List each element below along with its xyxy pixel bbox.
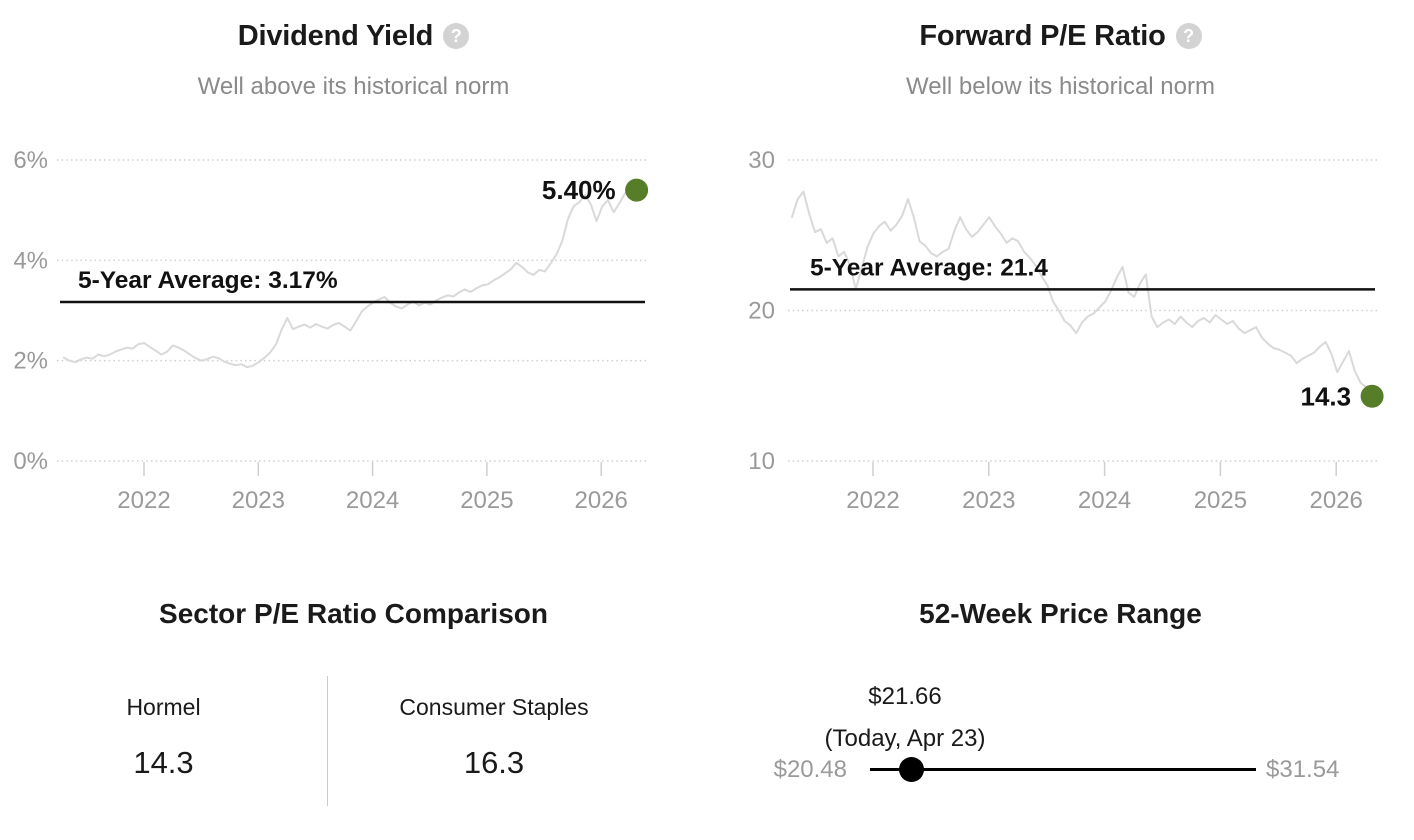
forward-pe-title: Forward P/E Ratio <box>919 19 1166 52</box>
comparison-value: 16.3 <box>463 745 525 780</box>
x-tick-label: 2025 <box>460 487 513 514</box>
current-price-date: (Today, Apr 23) <box>824 725 986 752</box>
column-divider <box>327 676 328 806</box>
y-tick-label: 0% <box>13 448 48 475</box>
current-value-dot <box>625 178 649 202</box>
comparison-column-sector: Consumer Staples 16.3 <box>327 694 661 781</box>
comparison-label: Hormel <box>126 694 201 720</box>
x-tick-label: 2026 <box>1310 487 1363 514</box>
dividend-yield-subtitle: Well above its historical norm <box>197 73 510 100</box>
x-tick-label: 2024 <box>346 487 399 514</box>
x-tick-label: 2023 <box>962 487 1015 514</box>
range-high-label: $31.54 <box>1266 756 1340 783</box>
help-icon[interactable]: ? <box>1175 23 1202 49</box>
forward-pe-subtitle: Well below its historical norm <box>906 73 1215 100</box>
price-range-knob <box>899 757 924 782</box>
average-line-label: 5-Year Average: 3.17% <box>78 267 338 294</box>
x-tick-label: 2022 <box>117 487 170 514</box>
current-value-label: 14.3 <box>1300 381 1351 411</box>
dividend-yield-panel: Dividend Yield ? Well above its historic… <box>0 0 707 560</box>
dividend-yield-header: Dividend Yield ? <box>0 16 707 56</box>
data-line <box>63 189 638 369</box>
comparison-value: 14.3 <box>133 745 194 780</box>
current-value-label: 5.40% <box>542 175 616 205</box>
y-tick-label: 10 <box>748 448 775 475</box>
y-tick-label: 4% <box>13 247 48 274</box>
x-tick-label: 2023 <box>232 487 285 514</box>
current-price-block: $21.66 (Today, Apr 23) <box>707 676 1103 760</box>
comparison-label: Consumer Staples <box>399 694 589 720</box>
price-range-track <box>870 768 1256 771</box>
dividend-yield-title: Dividend Yield <box>237 19 434 52</box>
price-range-title: 52-Week Price Range <box>919 598 1202 629</box>
dividend-yield-chart: 0% 2% 4% 6% 2022 2023 2024 2025 2026 5-Year Avera… <box>13 147 649 514</box>
y-tick-label: 6% <box>13 147 48 174</box>
y-tick-label: 20 <box>748 298 775 325</box>
forward-pe-panel: Forward P/E Ratio ? Well below its histo… <box>707 0 1414 560</box>
average-line-label: 5-Year Average: 21.4 <box>810 254 1048 281</box>
forward-pe-header: Forward P/E Ratio ? <box>707 16 1414 56</box>
x-tick-label: 2024 <box>1078 487 1131 514</box>
x-tick-label: 2026 <box>575 487 628 514</box>
y-tick-label: 2% <box>13 348 48 375</box>
sector-comparison-title: Sector P/E Ratio Comparison <box>159 598 548 629</box>
forward-pe-chart: 10 20 30 2022 2023 2024 2025 2026 5-Year Average… <box>748 147 1384 514</box>
current-value-dot <box>1360 384 1384 408</box>
current-price: $21.66 <box>868 683 942 710</box>
help-icon[interactable]: ? <box>443 23 470 49</box>
y-tick-label: 30 <box>748 147 775 174</box>
data-line <box>790 190 1374 398</box>
x-tick-label: 2025 <box>1194 487 1247 514</box>
range-low-label: $20.48 <box>773 756 847 783</box>
x-tick-label: 2022 <box>846 487 899 514</box>
comparison-column-hormel: Hormel 14.3 <box>0 694 327 781</box>
